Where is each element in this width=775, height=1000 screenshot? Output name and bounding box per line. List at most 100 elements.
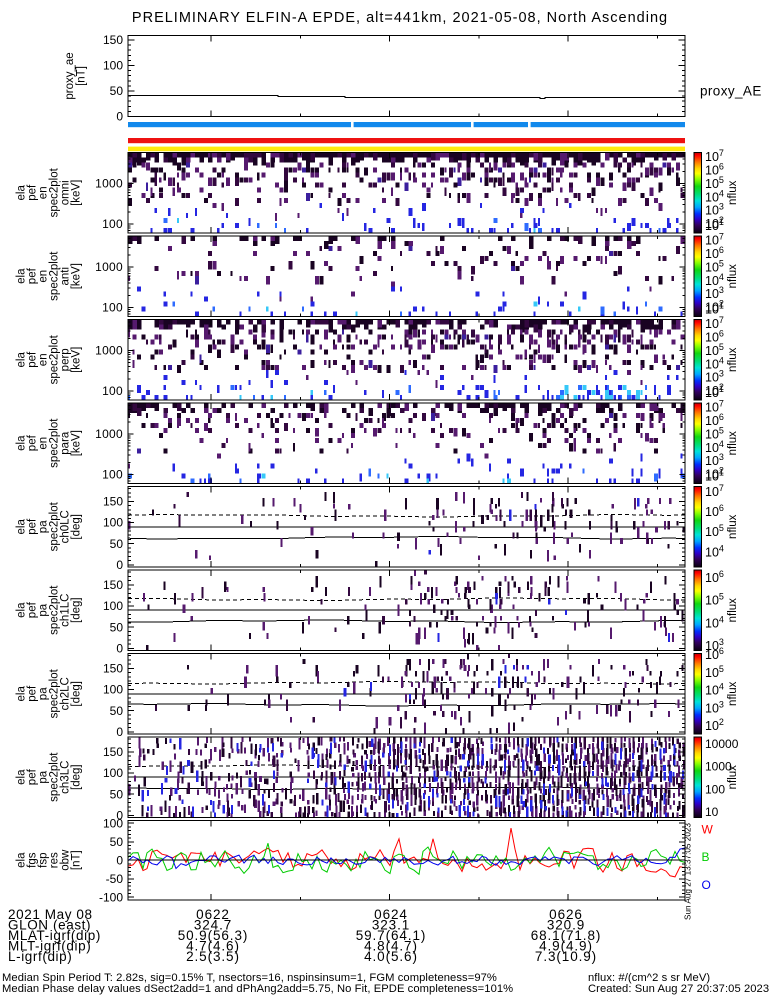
svg-text:fsp: fsp	[38, 853, 50, 868]
svg-text:0624: 0624	[374, 907, 408, 922]
svg-text:pef: pef	[27, 267, 39, 284]
svg-text:MLT-igrf(dip): MLT-igrf(dip)	[8, 939, 91, 954]
svg-text:10: 10	[705, 805, 719, 819]
svg-text:en: en	[38, 186, 50, 199]
svg-text:anti: anti	[60, 267, 72, 286]
svg-text:en: en	[38, 353, 50, 366]
svg-text:ela: ela	[16, 852, 28, 868]
svg-text:[keV]: [keV]	[71, 263, 83, 289]
svg-text:O: O	[702, 878, 711, 892]
svg-text:pef: pef	[27, 434, 39, 451]
svg-text:fgs: fgs	[27, 852, 39, 868]
svg-text:nflux: nflux	[727, 681, 739, 706]
svg-text:150: 150	[103, 745, 123, 759]
svg-text:nflux: nflux	[727, 180, 739, 205]
svg-text:1000: 1000	[95, 427, 123, 441]
svg-text:324.7: 324.7	[194, 918, 232, 933]
svg-text:0622: 0622	[196, 907, 230, 922]
svg-text:-50: -50	[106, 872, 124, 886]
svg-text:spec2plot: spec2plot	[49, 418, 61, 468]
svg-text:0626: 0626	[549, 907, 583, 922]
svg-text:320.9: 320.9	[547, 918, 585, 933]
svg-text:res: res	[49, 852, 61, 868]
svg-text:ch1LC: ch1LC	[60, 594, 72, 627]
svg-text:ela: ela	[16, 519, 28, 535]
svg-text:ela: ela	[16, 686, 28, 702]
svg-text:ch3LC: ch3LC	[60, 761, 72, 794]
svg-text:[nT]: [nT]	[76, 66, 88, 86]
svg-text:en: en	[38, 437, 50, 450]
svg-text:spec2plot: spec2plot	[49, 501, 61, 551]
svg-text:spec2plot: spec2plot	[49, 752, 61, 802]
svg-text:-100: -100	[99, 891, 123, 905]
svg-text:2021 May 08: 2021 May 08	[8, 907, 93, 922]
svg-text:ela: ela	[16, 268, 28, 284]
svg-text:4.9(4.9): 4.9(4.9)	[539, 939, 593, 954]
svg-text:ela: ela	[16, 352, 28, 368]
svg-text:spec2plot: spec2plot	[49, 668, 61, 718]
svg-text:nflux: nflux	[727, 514, 739, 539]
svg-text:pef: pef	[27, 184, 39, 201]
svg-text:para: para	[60, 431, 72, 455]
svg-text:L-igrf(dip): L-igrf(dip)	[8, 949, 72, 964]
svg-text:pef: pef	[27, 685, 39, 702]
svg-text:100: 100	[103, 766, 123, 780]
svg-text:ch2LC: ch2LC	[60, 677, 72, 710]
svg-text:50: 50	[110, 835, 124, 849]
svg-text:50: 50	[110, 787, 124, 801]
svg-text:0: 0	[116, 854, 123, 868]
svg-text:Median Phase delay values dSec: Median Phase delay values dSect2add=1 an…	[2, 983, 513, 995]
svg-text:100: 100	[102, 468, 123, 482]
svg-text:Created: Sun Aug 27 20:37:05 2: Created: Sun Aug 27 20:37:05 2023	[588, 983, 769, 995]
svg-text:150: 150	[103, 662, 123, 676]
svg-text:MLAT-igrf(dip): MLAT-igrf(dip)	[8, 928, 101, 943]
svg-text:pa: pa	[38, 770, 50, 783]
svg-text:4.0(5.6): 4.0(5.6)	[364, 949, 418, 964]
svg-text:ela: ela	[16, 185, 28, 201]
svg-text:spec2plot: spec2plot	[49, 167, 61, 217]
svg-text:[deg]: [deg]	[71, 514, 83, 540]
svg-text:0: 0	[116, 809, 123, 823]
svg-text:[keV]: [keV]	[71, 430, 83, 456]
svg-text:spec2plot: spec2plot	[49, 334, 61, 384]
svg-text:spec2plot: spec2plot	[49, 585, 61, 635]
svg-text:1000: 1000	[95, 260, 123, 274]
svg-text:omni: omni	[60, 180, 72, 205]
svg-text:10000: 10000	[705, 737, 739, 751]
svg-text:7.3(10.9): 7.3(10.9)	[535, 949, 597, 964]
svg-text:0: 0	[116, 725, 123, 739]
svg-text:0: 0	[116, 558, 123, 572]
svg-text:Median Spin Period T: 2.82s, s: Median Spin Period T: 2.82s, sig=0.15% T…	[2, 972, 497, 984]
svg-text:323.1: 323.1	[372, 918, 410, 933]
svg-text:nflux: nflux	[727, 765, 739, 790]
svg-text:100: 100	[103, 59, 123, 73]
svg-text:ela: ela	[16, 769, 28, 785]
svg-text:[deg]: [deg]	[71, 597, 83, 623]
svg-text:Sun Aug 27 13:37:05 2023: Sun Aug 27 13:37:05 2023	[684, 823, 693, 920]
svg-text:pa: pa	[38, 603, 50, 616]
svg-text:spec2plot: spec2plot	[49, 251, 61, 301]
svg-text:1000: 1000	[95, 344, 123, 358]
svg-text:50: 50	[110, 620, 124, 634]
svg-text:[deg]: [deg]	[71, 681, 83, 707]
svg-text:100: 100	[102, 217, 123, 231]
svg-text:nflux: nflux	[727, 347, 739, 372]
svg-text:100: 100	[705, 782, 725, 796]
svg-text:50: 50	[110, 84, 124, 98]
svg-text:100: 100	[102, 384, 123, 398]
svg-text:50.9(56.3): 50.9(56.3)	[178, 928, 249, 943]
svg-text:ch0LC: ch0LC	[60, 510, 72, 543]
svg-text:pa: pa	[38, 520, 50, 533]
svg-text:100: 100	[103, 599, 123, 613]
svg-text:perp: perp	[60, 348, 72, 371]
svg-text:en: en	[38, 270, 50, 283]
svg-text:4.8(4.7): 4.8(4.7)	[364, 939, 418, 954]
svg-text:1000: 1000	[95, 177, 123, 191]
svg-text:nflux: nflux	[727, 598, 739, 623]
svg-text:pef: pef	[27, 518, 39, 535]
svg-text:150: 150	[103, 578, 123, 592]
svg-text:proxy_AE: proxy_AE	[700, 84, 762, 99]
svg-text:W: W	[702, 823, 714, 837]
svg-text:100: 100	[102, 301, 123, 315]
svg-text:100: 100	[103, 516, 123, 530]
